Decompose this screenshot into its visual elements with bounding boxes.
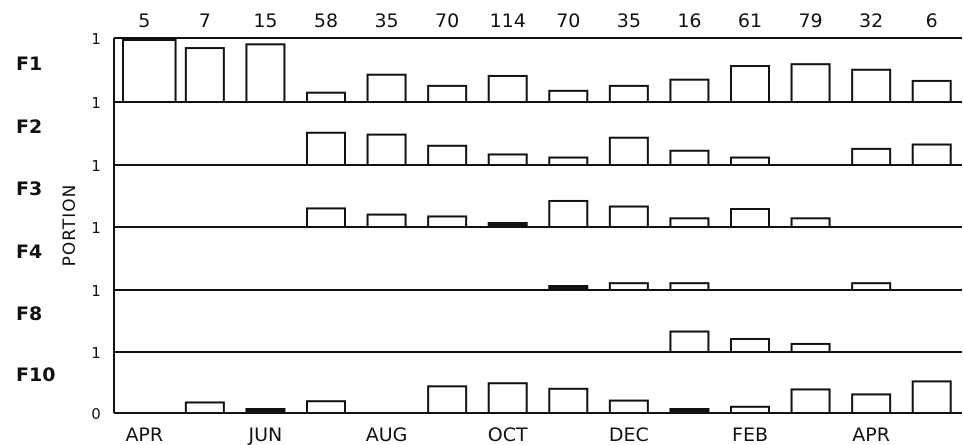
x-tick-label: FEB	[732, 424, 768, 445]
bar	[366, 213, 407, 229]
bar	[669, 149, 710, 167]
y-tick-label: 1	[91, 30, 101, 48]
chart-text: 1 1 1 1 1 1 0 PORTION 5 7 15 58 35 70 114 70 35 16 61 79 32 6…	[16, 10, 938, 445]
bar	[669, 330, 710, 354]
bar	[669, 217, 710, 229]
y-tick-label: 1	[91, 344, 101, 362]
sample-count-label: 61	[738, 10, 762, 32]
bar	[790, 217, 831, 229]
x-tick-label: OCT	[488, 424, 528, 445]
sample-count-label: 35	[617, 10, 641, 32]
sample-count-label: 79	[798, 10, 822, 32]
bar	[427, 144, 468, 166]
panel-label: F2	[16, 116, 42, 138]
chart-axes	[113, 37, 962, 414]
x-tick-label: DEC	[609, 424, 649, 445]
bar	[487, 222, 528, 228]
sample-count-label: 70	[556, 10, 580, 32]
bar	[669, 408, 710, 414]
bar	[427, 215, 468, 229]
sample-count-label: 5	[138, 10, 150, 32]
chart-bars	[122, 39, 952, 415]
bar	[851, 147, 892, 167]
x-tick-label: AUG	[366, 424, 408, 445]
y-tick-label: 1	[91, 157, 101, 175]
bar	[730, 405, 770, 414]
bar	[669, 282, 710, 291]
sample-count-label: 35	[374, 10, 398, 32]
bar	[608, 136, 649, 167]
y-tick-label: 1	[91, 219, 101, 237]
bar	[548, 156, 589, 166]
y-axis-title: PORTION	[60, 184, 80, 267]
panel-label: F3	[16, 178, 42, 200]
panel-label: F1	[16, 53, 42, 75]
bar	[851, 282, 892, 291]
bar	[427, 84, 468, 103]
sample-count-label: 7	[199, 10, 211, 32]
bar	[911, 143, 952, 166]
bar	[487, 74, 528, 103]
bar	[548, 89, 589, 103]
sample-count-label: 70	[435, 10, 459, 32]
bar	[306, 91, 346, 103]
bar	[608, 282, 649, 291]
bar	[548, 199, 589, 229]
bar	[548, 285, 589, 291]
bar	[608, 84, 649, 103]
bar	[245, 408, 286, 414]
bar	[911, 380, 952, 415]
bar	[790, 63, 831, 103]
bar	[851, 393, 892, 414]
bar	[306, 400, 346, 415]
sample-count-label: 32	[859, 10, 883, 32]
bar	[306, 207, 346, 228]
y-tick-label: 1	[91, 282, 101, 300]
sample-count-label: 15	[253, 10, 277, 32]
y-tick-label: 0	[91, 405, 101, 423]
bar	[608, 205, 649, 228]
bar	[245, 43, 286, 103]
bar	[184, 47, 225, 103]
bar	[366, 133, 407, 166]
sample-count-label: 6	[926, 10, 938, 32]
x-tick-label: APR	[125, 424, 163, 445]
panel-label: F8	[16, 303, 42, 325]
bar	[487, 153, 528, 167]
sample-count-label: 114	[490, 10, 526, 32]
bar	[608, 399, 649, 415]
bar	[306, 131, 346, 166]
bar	[669, 78, 710, 103]
sample-count-label: 16	[677, 10, 701, 32]
bar	[487, 382, 528, 414]
panel-label: F10	[16, 364, 55, 386]
bar	[730, 65, 770, 103]
bar	[366, 73, 407, 104]
y-tick-label: 1	[91, 94, 101, 112]
sample-count-label: 58	[314, 10, 338, 32]
bar	[730, 156, 770, 166]
bar	[730, 208, 770, 229]
bar	[427, 385, 468, 414]
bar	[730, 337, 770, 354]
bar	[911, 79, 952, 103]
x-tick-label: APR	[852, 424, 890, 445]
bar	[790, 342, 831, 354]
bar	[548, 387, 589, 415]
panel-label: F4	[16, 241, 42, 263]
bar	[122, 39, 177, 103]
bar	[790, 388, 831, 415]
x-tick-label: JUN	[248, 424, 283, 445]
bar	[851, 68, 892, 104]
bar	[184, 401, 225, 414]
